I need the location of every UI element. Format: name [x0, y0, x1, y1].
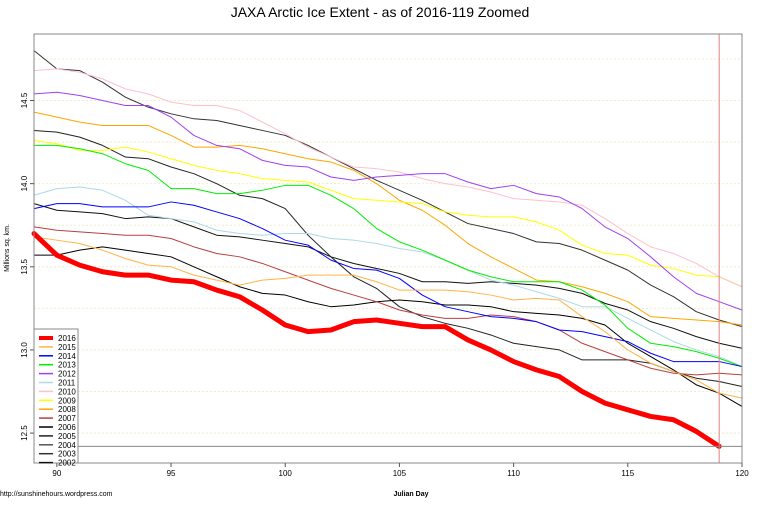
x-tick-label: 95 — [167, 469, 176, 478]
legend-label: 2014 — [58, 352, 76, 361]
plot-frame — [33, 33, 743, 464]
series-line-2005 — [33, 129, 743, 388]
source-credit: http://sunshinehours.wordpress.com — [0, 491, 113, 498]
x-tick-label: 110 — [507, 469, 520, 478]
legend-label: 2007 — [58, 414, 76, 423]
legend-label: 2013 — [58, 361, 76, 370]
legend-label: 2008 — [58, 405, 76, 414]
y-tick-label: 13.5 — [20, 258, 29, 274]
series-line-2014 — [33, 201, 743, 368]
x-tick-label: 90 — [52, 469, 61, 478]
legend: 2016201520142013201220112010200920082007… — [33, 328, 79, 468]
x-axis-label: Julian Day — [393, 491, 428, 498]
x-tick-label: 100 — [279, 469, 293, 478]
series-line-2008 — [33, 111, 743, 326]
legend-label: 2012 — [58, 370, 76, 379]
y-axis-label: Millions sq. km. — [4, 224, 11, 272]
legend-label: 2005 — [58, 432, 76, 441]
series-line-2011 — [33, 186, 743, 368]
series-line-2012 — [33, 91, 743, 311]
series-line-2006 — [33, 246, 743, 407]
x-tick-label: 120 — [735, 469, 749, 478]
chart-title: JAXA Arctic Ice Extent - as of 2016-119 … — [231, 4, 530, 20]
y-tick-label: 14.5 — [20, 92, 29, 108]
series-line-2010 — [33, 68, 743, 288]
series-line-2009 — [33, 139, 743, 288]
legend-label: 2016 — [58, 334, 76, 343]
series-line-2007 — [33, 226, 743, 376]
legend-label: 2004 — [58, 441, 76, 450]
x-tick-label: 115 — [621, 469, 634, 478]
y-tick-label: 12.5 — [20, 425, 29, 441]
series-line-2003 — [33, 50, 743, 328]
series-line-2002 — [33, 203, 743, 349]
x-tick-label: 105 — [393, 469, 407, 478]
series-line-2013 — [33, 144, 743, 368]
legend-label: 2003 — [58, 450, 76, 459]
legend-box — [33, 328, 79, 464]
legend-label: 2015 — [58, 343, 76, 352]
series-line-2015 — [33, 236, 743, 399]
legend-label: 2010 — [58, 387, 76, 396]
legend-label: 2011 — [58, 379, 76, 388]
series-line-2016 — [31, 231, 722, 449]
legend-label: 2006 — [58, 423, 76, 432]
y-tick-label: 13.0 — [20, 342, 29, 358]
y-tick-label: 14.0 — [20, 175, 29, 191]
legend-label: 2002 — [58, 459, 76, 468]
legend-label: 2009 — [58, 396, 76, 405]
